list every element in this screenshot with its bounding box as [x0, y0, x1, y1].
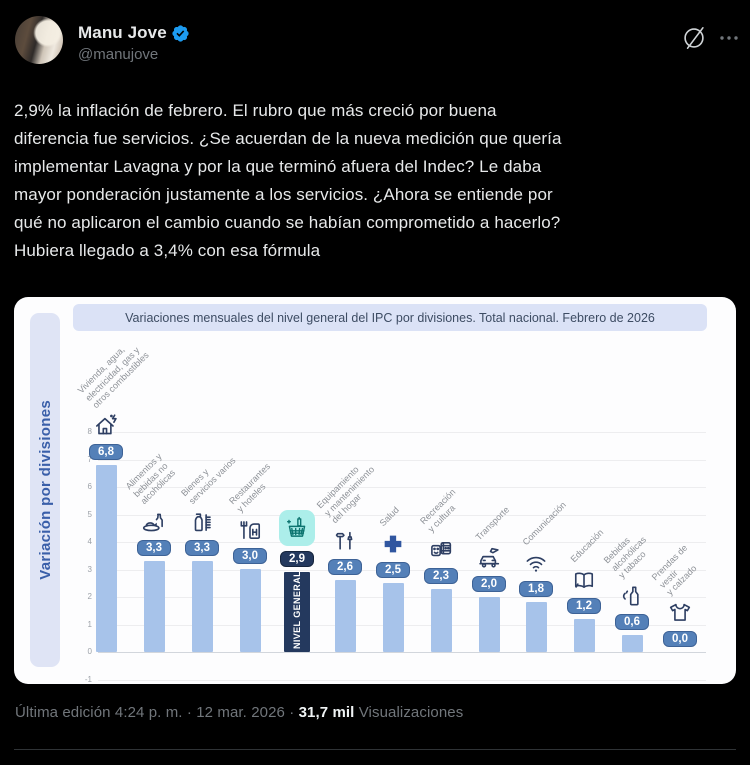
tools-icon	[332, 528, 358, 554]
grok-button[interactable]	[677, 21, 711, 55]
views-count: 31,7 mil	[298, 704, 355, 721]
tweet-text: 2,9% la inflación de febrero. El rubro q…	[14, 101, 562, 260]
shopping-basket-icon	[279, 510, 315, 546]
grid-line	[98, 679, 706, 681]
transport-icon	[476, 545, 502, 571]
views-label: Visualizaciones	[354, 704, 464, 721]
y-tick-label: 5	[87, 509, 92, 519]
house-energy-icon	[93, 413, 119, 439]
divider	[14, 749, 736, 750]
user-handle[interactable]: @manujove	[78, 46, 159, 63]
y-tick-label: 4	[87, 537, 92, 546]
more-button[interactable]	[714, 28, 744, 48]
bar-value-badge: 1,2	[567, 598, 601, 614]
bar	[573, 619, 595, 652]
grid-line	[98, 459, 706, 461]
verified-badge-icon	[172, 24, 189, 42]
health-cross-icon	[380, 531, 406, 557]
bar	[382, 583, 404, 652]
bar	[621, 635, 643, 652]
bar-value-badge: 2,9	[280, 551, 314, 567]
chart-y-axis-title: Variación por divisiones	[30, 313, 60, 667]
y-tick-label: 7	[87, 454, 92, 464]
grid-line	[98, 432, 706, 433]
chart-plot-area: 8 7 6 5 4 3 2 1 0 -1 6,8 Vivienda, agua, electricid…	[14, 297, 736, 684]
display-name[interactable]: Manu Jove	[78, 23, 167, 42]
bar-value-badge: 1,8	[519, 581, 553, 597]
bar-category-label: Comunicación	[520, 499, 568, 547]
restaurant-hotel-icon	[237, 517, 263, 543]
culture-masks-icon	[428, 537, 454, 563]
y-tick-label: 2	[87, 592, 92, 601]
bar-value-badge: 6,8	[89, 444, 123, 460]
book-icon	[571, 567, 597, 593]
more-dots-icon	[720, 36, 738, 40]
y-tick-label: 8	[87, 427, 92, 436]
bar-inline-label: NIVEL GENERAL	[292, 570, 302, 649]
bar-value-badge: 0,6	[615, 614, 649, 630]
chart-title: Variaciones mensuales del nivel general …	[73, 304, 707, 331]
food-icon	[141, 509, 167, 535]
bar-category-label: Prendas de vestir y calzado	[649, 542, 699, 597]
edited-timestamp[interactable]: Última edición 4:24 p. m. · 12 mar. 2026…	[15, 704, 299, 721]
bar-category-label: Salud	[377, 504, 401, 528]
bar-value-badge: 3,3	[137, 540, 171, 556]
y-tick-label: 0	[87, 647, 92, 656]
bar-value-badge: 0,0	[663, 631, 697, 647]
tshirt-icon	[667, 600, 693, 626]
bar-category-label: Transporte	[473, 504, 512, 542]
toiletries-icon	[189, 509, 215, 535]
bar-value-badge: 3,0	[233, 548, 267, 564]
y-tick-label: 3	[87, 564, 92, 574]
bar	[525, 602, 547, 652]
grok-slash-icon	[684, 27, 704, 49]
bar	[430, 589, 452, 652]
bar-category-label: Vivienda, agua, electricidad, gas y otro…	[75, 343, 151, 410]
bar-value-badge: 3,3	[185, 540, 219, 556]
y-tick-label: -1	[84, 674, 92, 684]
grid-line	[98, 542, 706, 543]
bar-category-label: Educación	[568, 526, 606, 564]
grid-line	[98, 514, 706, 516]
bar-value-badge: 2,3	[424, 568, 458, 584]
tweet-meta[interactable]: Última edición 4:24 p. m. · 12 mar. 2026…	[15, 704, 463, 721]
bar-value-badge: 2,5	[376, 562, 410, 578]
bar-category-label: Recreación y cultura	[418, 486, 458, 534]
bar	[239, 569, 261, 652]
bar	[191, 561, 213, 652]
bar	[143, 561, 165, 652]
bar	[478, 597, 500, 652]
chart-image[interactable]: Variaciones mensuales del nivel general …	[14, 297, 736, 684]
bar-value-badge: 2,0	[472, 576, 506, 592]
bar	[95, 465, 117, 652]
bar-nivel-general: NIVEL GENERAL	[284, 570, 310, 652]
wifi-icon	[523, 550, 549, 576]
avatar[interactable]	[15, 16, 63, 64]
grid-line	[98, 487, 706, 488]
bar-value-badge: 2,6	[328, 559, 362, 575]
alcohol-bottle-icon	[619, 583, 645, 609]
grid-line	[98, 652, 706, 653]
bar	[334, 580, 356, 652]
y-tick-label: 6	[87, 482, 92, 491]
y-tick-label: 1	[87, 619, 92, 629]
bar-category-label: Bebidas alcohólicas y tabaco	[601, 533, 648, 580]
